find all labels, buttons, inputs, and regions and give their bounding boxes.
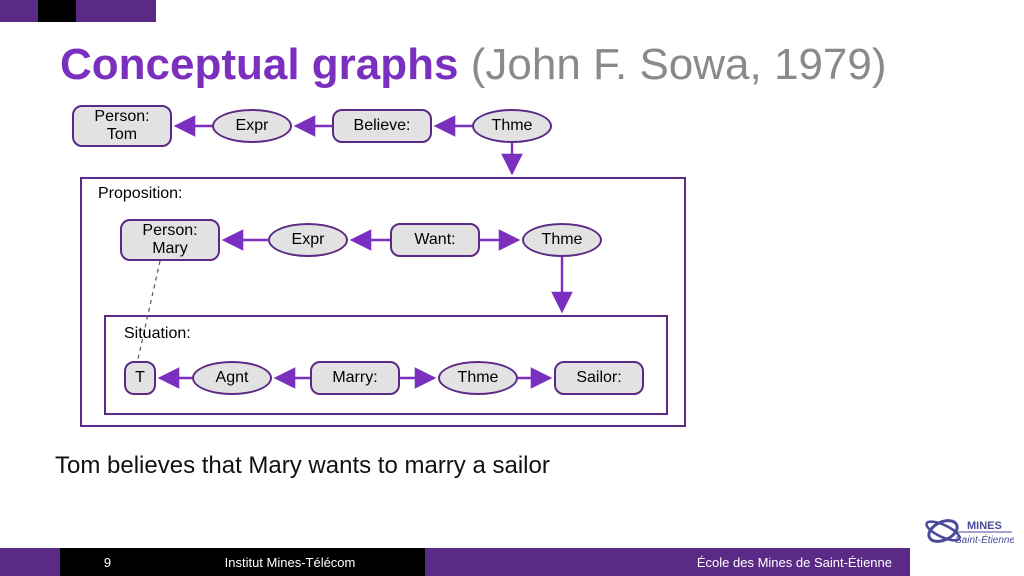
footer-school: École des Mines de Saint-Étienne — [425, 548, 910, 576]
top-bar-segment — [38, 0, 76, 22]
title-sub: (John F. Sowa, 1979) — [459, 40, 887, 89]
school-logo: MINES Saint-Étienne — [919, 513, 1014, 568]
logo-text-bottom: Saint-Étienne — [955, 533, 1014, 546]
node-thme3: Thme — [438, 361, 518, 395]
slide-footer: 9Institut Mines-TélécomÉcole des Mines d… — [0, 548, 1024, 576]
title-main: Conceptual graphs — [60, 40, 459, 89]
node-expr1: Expr — [212, 109, 292, 143]
node-believe: Believe: — [332, 109, 432, 143]
node-t: T — [124, 361, 156, 395]
node-mary: Person:Mary — [120, 219, 220, 261]
top-accent-bar — [0, 0, 156, 22]
context-box-label-sit: Situation: — [124, 325, 191, 343]
top-bar-segment — [0, 0, 38, 22]
footer-accent — [0, 548, 60, 576]
node-thme2: Thme — [522, 223, 602, 257]
footer-institute: Institut Mines-Télécom — [155, 548, 425, 576]
slide-title: Conceptual graphs (John F. Sowa, 1979) — [60, 40, 964, 90]
node-tom: Person:Tom — [72, 105, 172, 147]
node-agnt: Agnt — [192, 361, 272, 395]
node-sailor: Sailor: — [554, 361, 644, 395]
logo-text-top: MINES — [967, 520, 1002, 532]
top-bar-segment — [76, 0, 156, 22]
node-expr2: Expr — [268, 223, 348, 257]
context-box-label-prop: Proposition: — [98, 185, 183, 203]
node-marry: Marry: — [310, 361, 400, 395]
conceptual-graph-diagram: Proposition: Situation: Person:Tom Expr Beli… — [60, 105, 780, 435]
example-sentence: Tom believes that Mary wants to marry a … — [55, 452, 550, 480]
node-thme1: Thme — [472, 109, 552, 143]
node-want: Want: — [390, 223, 480, 257]
page-number: 9 — [60, 548, 155, 576]
